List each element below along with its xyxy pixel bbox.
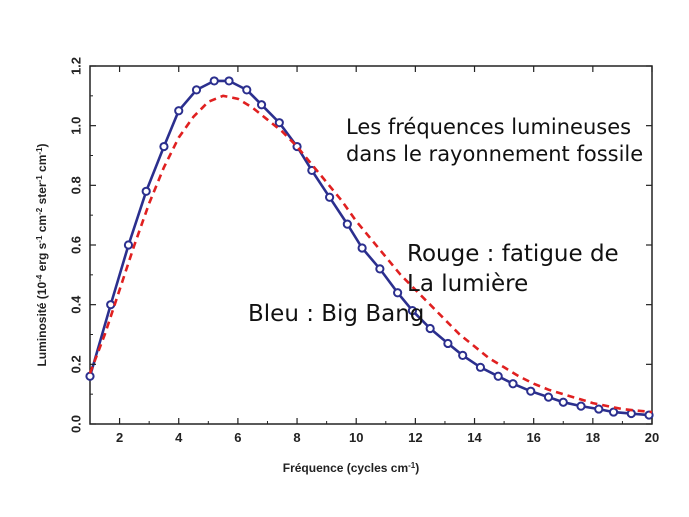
series-layer xyxy=(85,76,654,420)
x-tick-label: 2 xyxy=(116,430,123,445)
series-point-blue xyxy=(443,338,453,349)
series-point-blue xyxy=(393,288,403,298)
series-point-blue xyxy=(458,350,468,360)
series-point-blue xyxy=(174,106,184,116)
y-tick-label: 0.6 xyxy=(69,236,84,254)
x-tick-label: 6 xyxy=(234,430,241,445)
annotation-blue-curve: Bleu : Big Bang xyxy=(248,300,424,330)
series-point-blue xyxy=(576,401,586,411)
series-point-blue xyxy=(543,392,554,402)
series-line-blue xyxy=(88,79,650,417)
x-tick-label: 20 xyxy=(645,430,659,445)
x-tick-label: 16 xyxy=(526,430,540,445)
series-point-blue xyxy=(357,243,367,253)
series-point-blue xyxy=(342,219,352,229)
series-point-blue xyxy=(493,371,503,381)
annotation-red-line1: Rouge : fatigue de xyxy=(407,241,619,267)
series-point-blue xyxy=(141,186,151,196)
annotation-blue-text: Bleu : Big Bang xyxy=(248,301,425,327)
series-point-blue xyxy=(594,404,604,414)
y-tick-label: 0.2 xyxy=(69,355,84,373)
series-point-blue xyxy=(508,379,518,389)
series-point-blue xyxy=(425,323,435,334)
y-axis-title: Luminosité (10-4 erg s-1 cm-2 ster-1 cm-… xyxy=(35,143,50,366)
series-point-blue xyxy=(224,76,234,86)
annotation-red-curve: Rouge : fatigue de La lumière xyxy=(407,240,619,300)
series-point-blue xyxy=(526,386,536,396)
annotation-red-line2: La lumière xyxy=(407,270,529,297)
series-point-blue xyxy=(324,192,335,202)
series-point-blue xyxy=(85,371,95,381)
y-tick-label: 0.0 xyxy=(69,415,84,433)
y-tick-label: 1.0 xyxy=(69,117,84,135)
y-tick-label: 1.2 xyxy=(69,57,84,75)
series-point-blue xyxy=(608,407,619,417)
x-tick-label: 8 xyxy=(293,430,300,445)
series-point-blue xyxy=(242,85,252,95)
series-point-blue xyxy=(407,306,418,316)
series-point-blue xyxy=(159,141,169,152)
annotation-title-line1: Les fréquences lumineuses xyxy=(346,115,632,139)
series-point-blue xyxy=(123,240,134,250)
series-point-blue xyxy=(106,300,116,310)
x-tick-label: 12 xyxy=(408,430,422,445)
series-point-blue xyxy=(191,85,202,95)
axes-layer: 2 4 6 8 10 12 14 16 18 20 0.0 0.2 0.4 0.6 0.8 1.0 1.2 Fré… xyxy=(35,57,660,475)
series-point-blue xyxy=(256,100,267,110)
x-tick-label: 4 xyxy=(175,430,183,445)
x-tick-label: 18 xyxy=(586,430,600,445)
series-point-blue xyxy=(375,264,385,274)
annotation-title: Les fréquences lumineuses dans le rayonn… xyxy=(346,114,643,169)
y-tick-label: 0.4 xyxy=(69,295,84,314)
series-line-red-dashed xyxy=(88,94,653,414)
x-tick-label: 10 xyxy=(349,430,363,445)
series-point-blue xyxy=(475,362,486,372)
x-tick-label: 14 xyxy=(467,430,482,445)
annotation-title-line2: dans le rayonnement fossile xyxy=(346,142,644,167)
series-point-blue xyxy=(209,76,219,86)
series-point-blue xyxy=(558,397,568,407)
series-point-blue xyxy=(274,118,284,128)
x-axis-title: Fréquence (cycles cm-1) xyxy=(283,461,420,476)
y-tick-label: 0.8 xyxy=(69,176,84,194)
